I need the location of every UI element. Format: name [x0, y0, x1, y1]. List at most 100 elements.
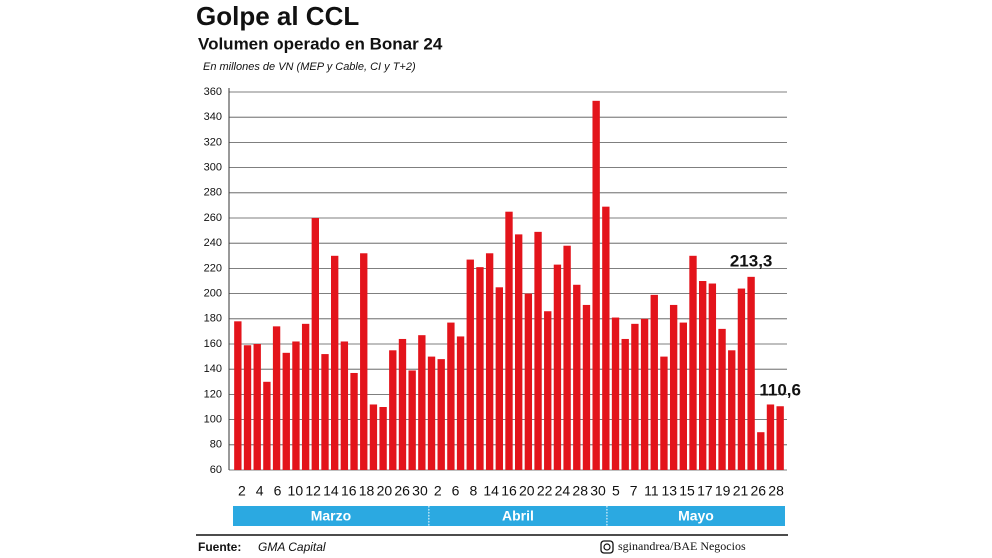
credit: sginandrea/BAE Negocios — [618, 539, 746, 553]
bar — [669, 304, 678, 470]
x-tick-label: 18 — [359, 483, 375, 499]
bar — [427, 356, 436, 470]
bar — [573, 284, 581, 470]
data-label: 110,6 — [759, 381, 801, 400]
x-tick-label: 19 — [715, 483, 731, 499]
instagram-icon-lens — [603, 543, 611, 551]
bar — [689, 255, 697, 470]
x-tick-label: 16 — [501, 483, 517, 499]
x-tick-label: 13 — [661, 483, 677, 499]
x-tick-label: 28 — [768, 483, 784, 499]
bar — [360, 253, 368, 470]
bar — [582, 304, 591, 470]
bar — [544, 311, 552, 470]
bar — [495, 287, 503, 470]
y-tick-label: 60 — [210, 464, 222, 476]
x-tick-label: 22 — [537, 483, 553, 499]
y-tick-label: 80 — [210, 439, 222, 451]
month-band — [606, 506, 785, 526]
x-tick-label: 4 — [256, 483, 264, 499]
y-tick-label: 240 — [204, 237, 222, 249]
bar — [650, 294, 658, 470]
x-tick-label: 28 — [572, 483, 588, 499]
bar — [437, 359, 445, 470]
bar — [699, 281, 707, 470]
bar — [408, 370, 416, 470]
bar — [418, 335, 426, 470]
chart-subtitle: Volumen operado en Bonar 24 — [198, 34, 443, 53]
x-tick-label: 14 — [323, 483, 339, 499]
x-tick-label: 17 — [697, 483, 713, 499]
y-tick-label: 280 — [204, 187, 222, 199]
bar — [321, 354, 329, 470]
bar — [766, 404, 775, 470]
bar — [679, 322, 687, 470]
bar — [592, 100, 600, 470]
y-tick-label: 340 — [204, 111, 222, 123]
bar — [631, 323, 639, 470]
bar — [272, 326, 281, 470]
x-tick-label: 16 — [341, 483, 357, 499]
bar — [447, 322, 455, 470]
x-tick-label: 30 — [412, 483, 428, 499]
month-band — [428, 506, 607, 526]
month-band — [233, 506, 429, 526]
bar — [292, 341, 300, 470]
data-label: 213,3 — [730, 251, 773, 270]
month-label: Abril — [502, 508, 534, 524]
bar — [466, 259, 474, 470]
y-tick-label: 200 — [204, 288, 222, 300]
x-tick-label: 6 — [274, 483, 282, 499]
x-tick-label: 20 — [377, 483, 393, 499]
bar — [398, 338, 407, 470]
x-tick-label: 6 — [452, 483, 460, 499]
x-tick-label: 11 — [644, 483, 659, 499]
month-label: Marzo — [311, 508, 351, 524]
y-tick-label: 100 — [204, 414, 222, 426]
y-tick-label: 300 — [204, 162, 222, 174]
bar — [776, 406, 784, 470]
bar — [476, 267, 484, 470]
x-tick-label: 26 — [394, 483, 410, 499]
x-tick-label: 7 — [630, 483, 638, 499]
x-tick-label: 2 — [434, 483, 442, 499]
bar — [708, 283, 717, 470]
x-tick-label: 10 — [288, 483, 304, 499]
x-tick-label: 21 — [733, 483, 749, 499]
bar — [350, 372, 358, 470]
bar — [553, 264, 562, 470]
bar — [243, 345, 252, 470]
bar — [524, 293, 533, 470]
bar — [485, 253, 494, 470]
bar — [534, 231, 542, 470]
bar — [640, 318, 649, 470]
y-tick-label: 160 — [204, 338, 222, 350]
x-tick-label: 30 — [590, 483, 606, 499]
x-tick-label: 14 — [483, 483, 499, 499]
x-tick-label: 8 — [469, 483, 477, 499]
bar — [282, 352, 290, 470]
source: GMA Capital — [258, 540, 326, 554]
bar — [611, 317, 620, 470]
chart-title: Golpe al CCL — [196, 1, 359, 31]
bar — [602, 206, 610, 470]
bar — [621, 338, 629, 470]
bar — [505, 211, 513, 470]
bar — [515, 234, 523, 470]
bar — [340, 341, 349, 470]
bar — [456, 336, 465, 470]
month-label: Mayo — [678, 508, 714, 524]
bar — [379, 407, 387, 470]
y-tick-label: 220 — [204, 262, 222, 274]
bar — [737, 288, 746, 470]
bar — [728, 350, 736, 470]
y-tick-label: 180 — [204, 313, 222, 325]
bar — [389, 350, 397, 470]
bar — [301, 323, 310, 470]
bar — [563, 245, 571, 470]
source-label: Fuente: — [198, 540, 241, 554]
bar — [369, 404, 378, 470]
bar — [747, 276, 755, 470]
bar — [660, 356, 668, 470]
y-tick-label: 360 — [204, 86, 222, 98]
